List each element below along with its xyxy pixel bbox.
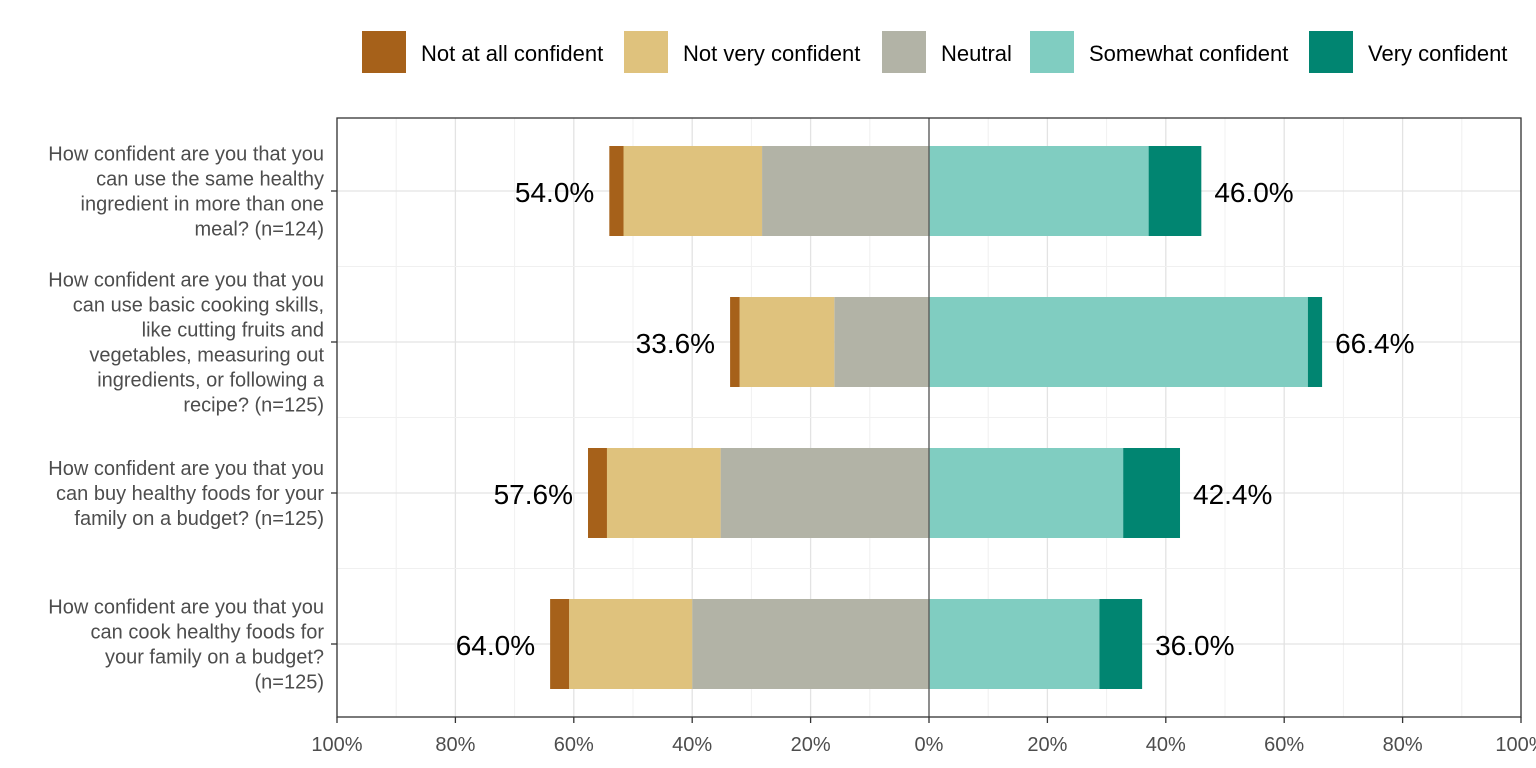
bar-segment bbox=[606, 448, 721, 538]
bar-segment bbox=[762, 146, 929, 236]
legend-label-not-at-all-confident: Not at all confident bbox=[421, 41, 603, 66]
bar-segment bbox=[1148, 146, 1202, 236]
bar-segment bbox=[720, 448, 929, 538]
x-tick-label: 60% bbox=[554, 734, 594, 756]
legend-swatch-not-at-all-confident bbox=[362, 31, 406, 73]
bar-segment bbox=[929, 297, 1308, 387]
right-total-label: 42.4% bbox=[1193, 479, 1272, 510]
x-tick-label: 100% bbox=[1495, 734, 1536, 756]
bar-segment bbox=[1307, 297, 1323, 387]
legend-swatch-very-confident bbox=[1309, 31, 1353, 73]
left-total-label: 64.0% bbox=[456, 630, 535, 661]
x-tick-label: 40% bbox=[672, 734, 712, 756]
x-tick-label: 80% bbox=[435, 734, 475, 756]
bar-segment bbox=[569, 599, 693, 689]
legend-label-not-very-confident: Not very confident bbox=[683, 41, 860, 66]
x-tick-label: 0% bbox=[915, 734, 944, 756]
category-label: How confident are you that you can buy he… bbox=[48, 458, 324, 530]
legend-label-neutral: Neutral bbox=[941, 41, 1012, 66]
legend-swatch-not-very-confident bbox=[624, 31, 668, 73]
right-total-label: 36.0% bbox=[1155, 630, 1234, 661]
bar-segment bbox=[692, 599, 929, 689]
bar-segment bbox=[550, 599, 570, 689]
bar-segment bbox=[929, 146, 1149, 236]
bar-segment bbox=[730, 297, 740, 387]
bars bbox=[550, 146, 1323, 689]
right-total-label: 46.0% bbox=[1214, 177, 1293, 208]
x-tick-label: 80% bbox=[1383, 734, 1423, 756]
x-tick-label: 20% bbox=[791, 734, 831, 756]
left-total-label: 33.6% bbox=[636, 328, 715, 359]
bar-segment bbox=[609, 146, 624, 236]
category-label: How confident are you that you can cook h… bbox=[48, 597, 324, 694]
x-tick-label: 100% bbox=[311, 734, 362, 756]
total-labels: 54.0% 46.0% 33.6% 66.4% 57.6% 42.4% 64.0% 36.0% bbox=[456, 177, 1415, 661]
legend-label-very-confident: Very confident bbox=[1368, 41, 1507, 66]
legend: Not at all confident Not very confident Ne… bbox=[362, 31, 1507, 73]
axes: 100% 80% 60% 40% 20% 0% 20% 40% 60% 80% 100% How co… bbox=[48, 144, 1536, 757]
bar-segment bbox=[834, 297, 929, 387]
left-total-label: 54.0% bbox=[515, 177, 594, 208]
bar-segment bbox=[623, 146, 763, 236]
bar-segment bbox=[588, 448, 607, 538]
bar-segment bbox=[929, 448, 1124, 538]
legend-label-somewhat-confident: Somewhat confident bbox=[1089, 41, 1288, 66]
category-label: How confident are you that you can use th… bbox=[48, 144, 324, 241]
category-label: How confident are you that you can use ba… bbox=[48, 270, 325, 417]
x-tick-label: 40% bbox=[1146, 734, 1186, 756]
bar-segment bbox=[1123, 448, 1181, 538]
bar-segment bbox=[929, 599, 1100, 689]
right-total-label: 66.4% bbox=[1335, 328, 1414, 359]
x-tick-label: 60% bbox=[1264, 734, 1304, 756]
x-tick-label: 20% bbox=[1027, 734, 1067, 756]
bar-segment bbox=[1099, 599, 1143, 689]
legend-swatch-somewhat-confident bbox=[1030, 31, 1074, 73]
left-total-label: 57.6% bbox=[494, 479, 573, 510]
legend-swatch-neutral bbox=[882, 31, 926, 73]
bar-segment bbox=[739, 297, 835, 387]
